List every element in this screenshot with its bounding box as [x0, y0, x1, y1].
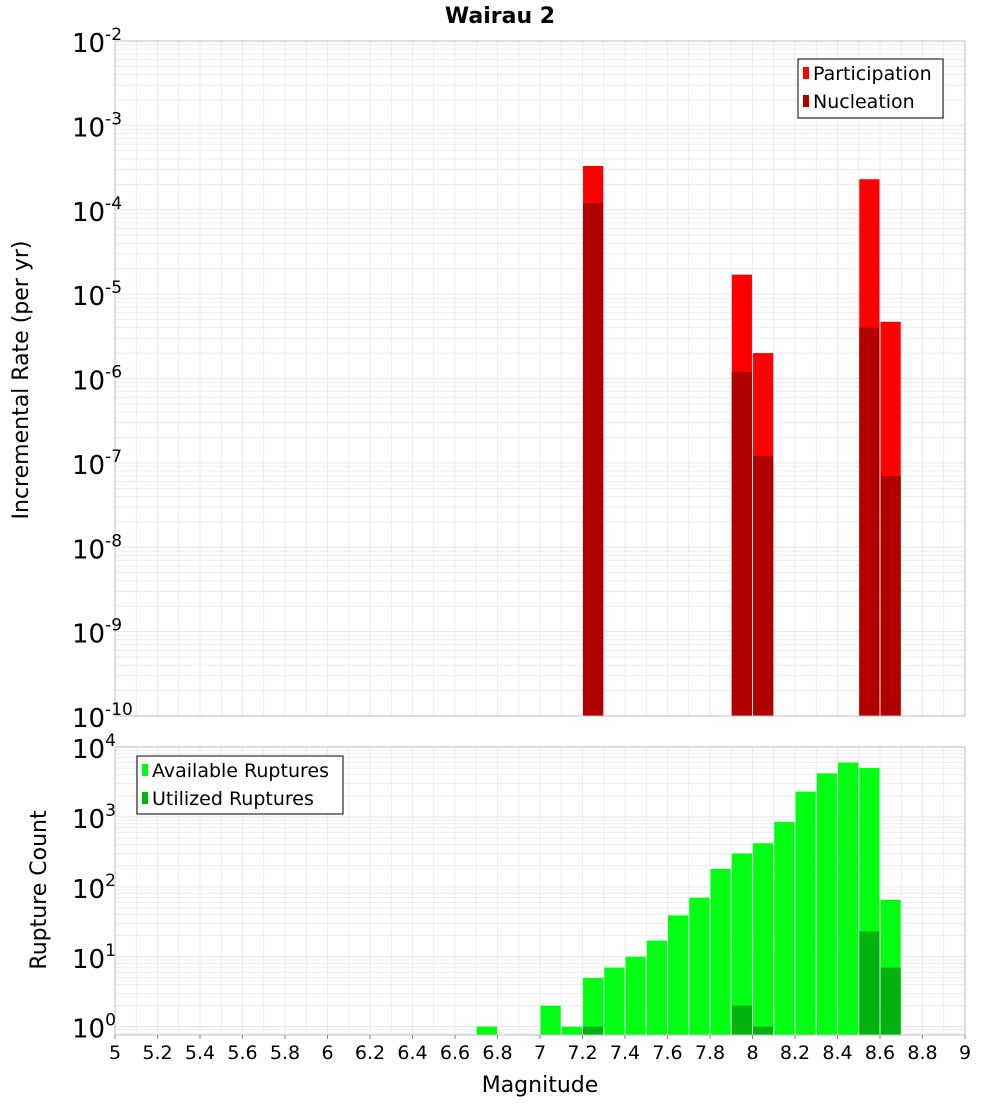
- count-bar-series1: [838, 762, 859, 1035]
- count-bar-series1: [774, 821, 795, 1035]
- x-tick-label: 9: [959, 1042, 971, 1064]
- count-y-tick-label: 102: [72, 871, 116, 905]
- count-bar-series2: [859, 931, 880, 1035]
- bottom-y-axis-label: Rupture Count: [27, 810, 52, 970]
- count-y-tick-label: 103: [72, 801, 116, 835]
- rate-legend-swatch: [803, 95, 809, 107]
- count-legend-swatch: [142, 792, 148, 804]
- count-bar-series2: [880, 967, 901, 1035]
- x-tick-label: 6.6: [440, 1042, 470, 1064]
- x-tick-label: 8.4: [822, 1042, 852, 1064]
- rate-y-tick-label: 10-9: [72, 616, 122, 650]
- count-bar-series1: [540, 1005, 561, 1035]
- x-tick-label: 8.2: [780, 1042, 810, 1064]
- x-tick-label: 7.2: [567, 1042, 597, 1064]
- x-tick-label: 8: [746, 1042, 758, 1064]
- x-tick-label: 7.4: [610, 1042, 640, 1064]
- count-bar-series1: [731, 853, 752, 1035]
- x-tick-label: 5.6: [227, 1042, 257, 1064]
- x-tick-label: 5.8: [270, 1042, 300, 1064]
- count-bar-series1: [816, 773, 837, 1035]
- count-legend-box: [136, 755, 344, 815]
- rate-y-tick-label: 10-10: [72, 700, 133, 734]
- x-tick-label: 6.2: [355, 1042, 385, 1064]
- rate-bar-series2: [859, 327, 880, 716]
- rate-panel: 10-2 10-3 10-4 10-5 10-6 10-7 10-8 10-9 10-10 Par…: [72, 25, 966, 734]
- count-bar-series1: [795, 791, 816, 1035]
- rate-legend-swatch: [803, 67, 809, 79]
- count-bar-series1: [710, 868, 731, 1035]
- count-bar-series1: [689, 897, 710, 1035]
- count-legend-label: Utilized Ruptures: [152, 788, 314, 810]
- count-bar-series1: [561, 1026, 582, 1035]
- count-y-tick-label: 100: [72, 1011, 116, 1045]
- x-tick-label: 6: [321, 1042, 333, 1064]
- count-bar-series2: [753, 1026, 774, 1035]
- count-bar-series1: [668, 915, 689, 1035]
- count-legend-swatch: [142, 764, 148, 776]
- rate-y-tick-label: 10-6: [72, 363, 122, 397]
- count-bar-series1: [753, 843, 774, 1035]
- rate-plot-frame: [114, 40, 966, 717]
- x-tick-label: 6.8: [482, 1042, 512, 1064]
- count-bar-series2: [731, 1005, 752, 1035]
- count-y-tick-label: 104: [72, 731, 116, 765]
- count-bar-series1: [625, 956, 646, 1035]
- x-tick-label: 5.4: [185, 1042, 215, 1064]
- count-bar-series1: [604, 967, 625, 1035]
- rate-y-tick-label: 10-3: [72, 109, 122, 143]
- x-tick-label: 6.4: [397, 1042, 427, 1064]
- rate-bar-series2: [583, 203, 604, 716]
- rate-y-tick-label: 10-4: [72, 194, 122, 228]
- count-y-tick-label: 101: [72, 941, 116, 975]
- chart-title: Wairau 2: [445, 4, 555, 29]
- x-tick-label: 5: [109, 1042, 121, 1064]
- rate-bar-series2: [753, 456, 774, 716]
- rate-y-tick-label: 10-5: [72, 278, 122, 312]
- rate-y-tick-label: 10-2: [72, 25, 122, 59]
- x-axis-label: Magnitude: [482, 1073, 599, 1098]
- count-bar-series1: [476, 1026, 497, 1035]
- rate-y-tick-label: 10-7: [72, 447, 122, 481]
- x-tick-label: 5.2: [142, 1042, 172, 1064]
- x-tick-label: 8.8: [907, 1042, 937, 1064]
- x-tick-label: 7: [534, 1042, 546, 1064]
- rate-bar-series2: [880, 475, 901, 716]
- count-legend-label: Available Ruptures: [152, 760, 329, 782]
- rate-bar-series2: [731, 371, 752, 716]
- x-tick-label: 7.8: [695, 1042, 725, 1064]
- rate-legend-label: Participation: [813, 63, 932, 85]
- top-y-axis-label: Incremental Rate (per yr): [9, 241, 34, 520]
- count-bar-series1: [646, 940, 667, 1035]
- count-bar-series1: [583, 977, 604, 1035]
- rate-y-tick-label: 10-8: [72, 531, 122, 565]
- rate-legend-box: [797, 58, 944, 119]
- x-tick-label: 7.6: [652, 1042, 682, 1064]
- rupture-count-panel: 104 103 102 101 100 Available Ruptures Utilize…: [72, 731, 971, 1064]
- count-bar-series2: [583, 1026, 604, 1035]
- x-tick-label: 8.6: [865, 1042, 895, 1064]
- rate-legend-label: Nucleation: [813, 91, 915, 113]
